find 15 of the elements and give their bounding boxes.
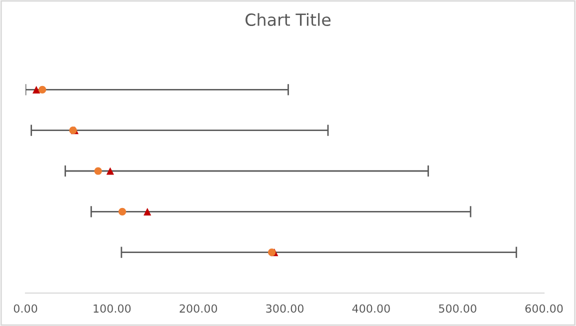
point xyxy=(268,248,276,256)
x-tick-label: 100.00 xyxy=(94,304,131,313)
x-tick-label: 600.00 xyxy=(525,304,563,313)
x-tick-label: 300.00 xyxy=(266,304,304,313)
chart-title: Chart Title xyxy=(246,13,331,26)
point xyxy=(106,167,114,175)
x-tick-label: 500.00 xyxy=(439,304,476,313)
x-tick-label: 0.00 xyxy=(14,304,38,313)
point xyxy=(144,208,152,216)
point xyxy=(94,167,102,175)
x-tick-label: 400.00 xyxy=(352,304,390,313)
point xyxy=(118,208,126,216)
x-tick-label: 200.00 xyxy=(180,304,218,313)
point xyxy=(32,86,40,94)
point xyxy=(38,86,46,94)
